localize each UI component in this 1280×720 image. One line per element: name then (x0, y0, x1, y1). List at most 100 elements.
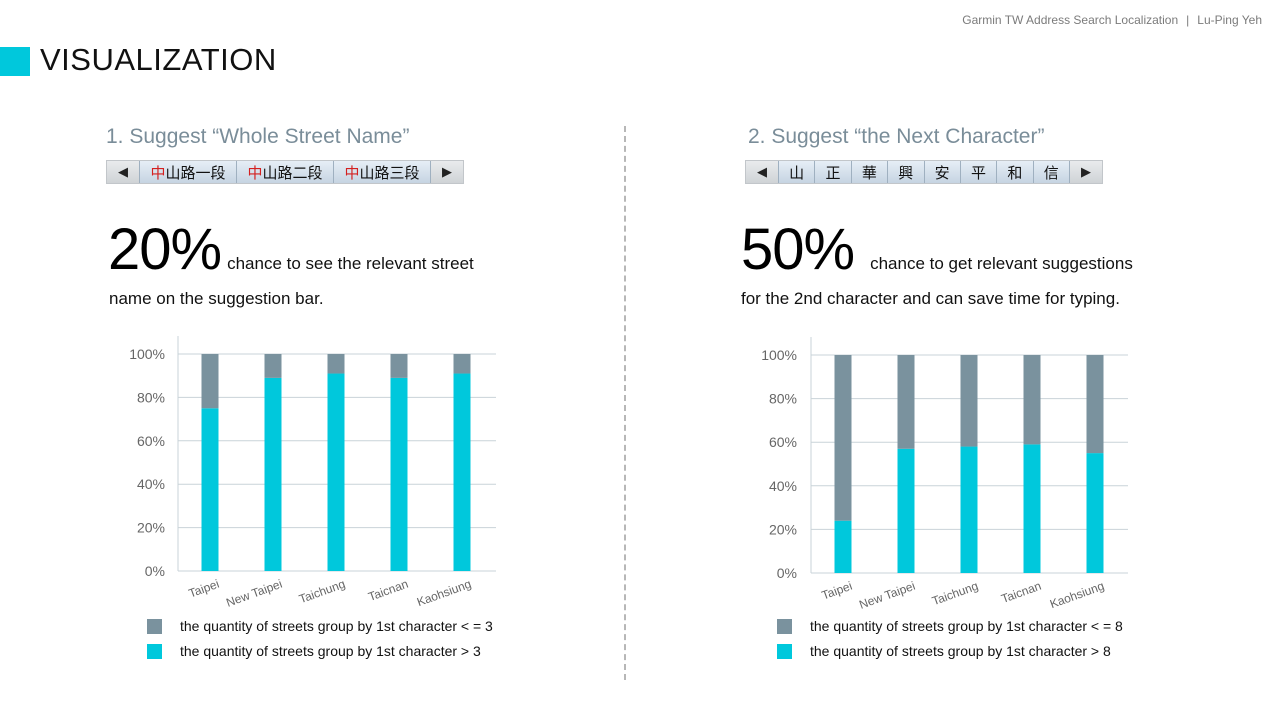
right-stat: 50% chance to get relevant suggestions (741, 216, 1133, 283)
right-stat-text-2: for the 2nd character and can save time … (741, 289, 1120, 308)
bar-segment (897, 448, 915, 573)
street-suggestion-item[interactable]: 中山路一段 (139, 161, 236, 183)
left-stat-text-2: name on the suggestion bar. (109, 289, 324, 308)
bar-segment (834, 355, 852, 521)
suggestion-rest: 山路三段 (359, 164, 420, 182)
y-tick-label: 40% (769, 478, 797, 494)
y-tick-label: 100% (129, 346, 165, 362)
suggestion-rest: 山路一段 (165, 164, 226, 182)
character-suggestion-item[interactable]: 安 (923, 161, 960, 183)
y-tick-label: 20% (769, 521, 797, 537)
legend-item: the quantity of streets group by 1st cha… (777, 641, 1123, 661)
character-suggestion-item[interactable]: 華 (850, 161, 888, 183)
header-meta: Garmin TW Address Search Localization | Lu… (962, 13, 1262, 27)
bar-segment (390, 354, 408, 378)
right-stat-text: chance to get relevant suggestions (870, 254, 1133, 273)
prev-arrow-icon[interactable]: ◀ (107, 161, 139, 183)
author-name: Lu-Ping Yeh (1197, 13, 1262, 27)
x-tick-label: Taichung (297, 577, 347, 607)
bar-segment (201, 408, 219, 571)
legend-swatch-gray (777, 618, 792, 634)
bar-segment (897, 355, 915, 449)
x-tick-label: Taichung (930, 579, 980, 609)
next-character-suggestion-bar: ◀ 山 正 華 興 安 平 和 信 ▶ (745, 160, 1103, 184)
suggestion-highlight: 中 (344, 164, 360, 182)
x-tick-label: Taicnan (999, 579, 1043, 606)
legend-swatch-gray (147, 618, 162, 634)
y-tick-label: 60% (769, 434, 797, 450)
bar-segment (201, 354, 219, 409)
y-tick-label: 60% (137, 433, 165, 449)
left-panel: 1. Suggest “Whole Street Name” ◀ 中山路一段 中… (0, 0, 560, 720)
left-legend: the quantity of streets group by 1st cha… (147, 616, 493, 666)
x-tick-label: Taicnan (366, 577, 410, 604)
right-heading: 2. Suggest “the Next Character” (748, 125, 1045, 148)
suggestion-highlight: 中 (247, 164, 263, 182)
character-suggestion-item[interactable]: 信 (1032, 161, 1070, 183)
left-heading: 1. Suggest “Whole Street Name” (106, 125, 410, 148)
bar-segment (1086, 453, 1104, 573)
y-tick-label: 80% (769, 391, 797, 407)
legend-swatch-cyan (147, 643, 162, 659)
suggestion-rest: 山路二段 (262, 164, 323, 182)
x-tick-label: Kaohsiung (1048, 579, 1106, 612)
legend-label: the quantity of streets group by 1st cha… (180, 643, 481, 659)
bar-segment (453, 373, 471, 571)
left-stat-value: 20% (108, 217, 222, 282)
street-suggestion-item[interactable]: 中山路二段 (236, 161, 333, 183)
right-panel: 2. Suggest “the Next Character” ◀ 山 正 華 … (640, 0, 1200, 720)
bar-segment (264, 377, 282, 571)
title-accent-square (0, 47, 30, 76)
next-arrow-icon[interactable]: ▶ (1070, 161, 1102, 183)
bar-segment (327, 373, 345, 571)
suggestion-highlight: 中 (150, 164, 166, 182)
bar-segment (1023, 444, 1041, 573)
right-legend: the quantity of streets group by 1st cha… (777, 616, 1123, 666)
legend-item: the quantity of streets group by 1st cha… (777, 616, 1123, 636)
x-tick-label: New Taipei (857, 579, 917, 612)
bar-segment (264, 354, 282, 378)
x-tick-label: New Taipei (224, 577, 284, 610)
left-stat: 20% chance to see the relevant street (108, 216, 474, 283)
x-tick-label: Kaohsiung (415, 577, 473, 610)
legend-label: the quantity of streets group by 1st cha… (180, 618, 493, 634)
header-separator: | (1186, 13, 1190, 27)
y-tick-label: 40% (137, 476, 165, 492)
legend-swatch-cyan (777, 643, 792, 659)
bar-segment (327, 354, 345, 374)
page-title: VISUALIZATION (40, 42, 277, 77)
x-tick-label: Taipei (820, 579, 854, 603)
character-suggestion-item[interactable]: 山 (778, 161, 815, 183)
bar-segment (960, 446, 978, 573)
character-suggestion-item[interactable]: 興 (887, 161, 924, 183)
next-arrow-icon[interactable]: ▶ (431, 161, 463, 183)
y-tick-label: 80% (137, 389, 165, 405)
left-stat-text: chance to see the relevant street (227, 254, 474, 273)
project-title: Garmin TW Address Search Localization (962, 13, 1179, 27)
y-tick-label: 0% (777, 565, 797, 581)
legend-label: the quantity of streets group by 1st cha… (810, 643, 1111, 659)
character-suggestion-item[interactable]: 平 (959, 161, 997, 183)
legend-item: the quantity of streets group by 1st cha… (147, 616, 493, 636)
bar-segment (453, 354, 471, 374)
y-tick-label: 20% (137, 520, 165, 536)
prev-arrow-icon[interactable]: ◀ (746, 161, 778, 183)
legend-item: the quantity of streets group by 1st cha… (147, 641, 493, 661)
y-tick-label: 0% (145, 563, 165, 579)
bar-segment (1086, 355, 1104, 454)
character-suggestion-item[interactable]: 和 (996, 161, 1033, 183)
bar-segment (390, 377, 408, 571)
right-stacked-bar-chart: 0% 20% 40% 60% 80% 100% Taipei New Taipei Taichu… (761, 337, 1128, 612)
bar-segment (960, 355, 978, 447)
bar-segment (1023, 355, 1041, 445)
y-tick-label: 100% (761, 347, 797, 363)
bar-segment (834, 520, 852, 573)
right-stat-value: 50% (741, 217, 855, 282)
section-divider (624, 126, 626, 680)
left-stacked-bar-chart: 0% 20% 40% 60% 80% 100% Taipei New Taipei Taichu… (129, 336, 496, 610)
street-suggestion-item[interactable]: 中山路三段 (333, 161, 431, 183)
character-suggestion-item[interactable]: 正 (814, 161, 851, 183)
x-tick-label: Taipei (187, 577, 221, 601)
legend-label: the quantity of streets group by 1st cha… (810, 618, 1123, 634)
whole-street-suggestion-bar: ◀ 中山路一段 中山路二段 中山路三段 ▶ (106, 160, 464, 184)
